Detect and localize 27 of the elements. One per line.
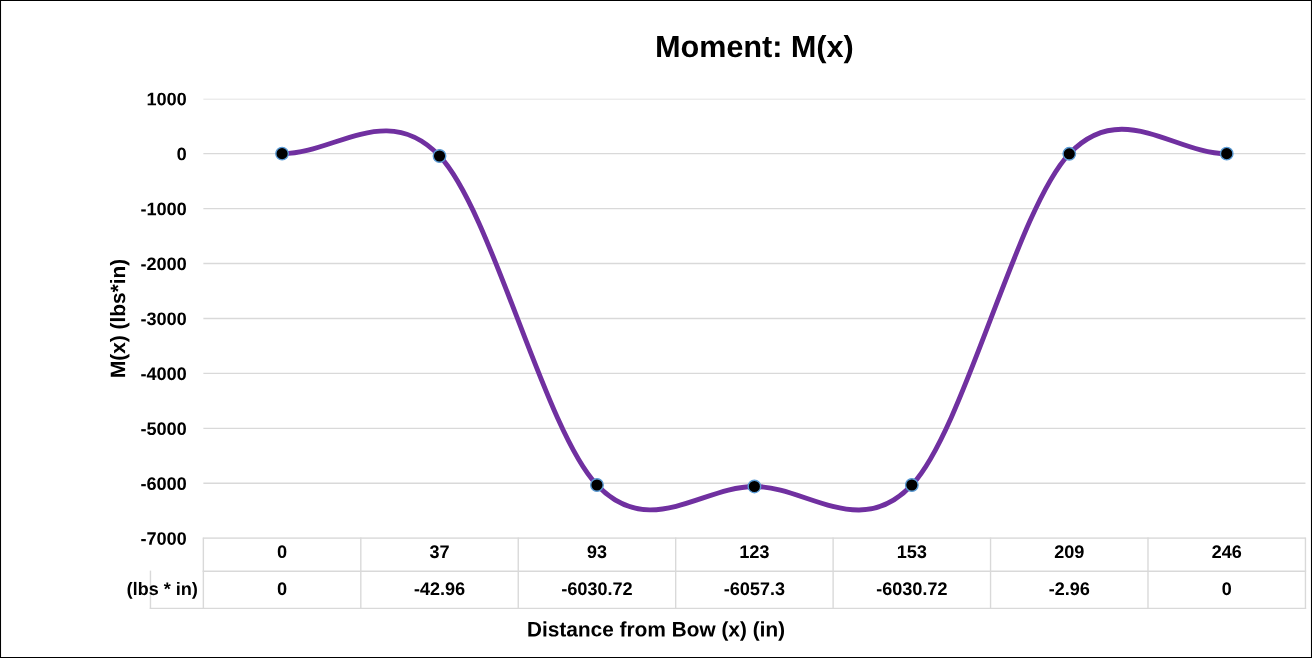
data-label: -42.96	[414, 582, 465, 596]
y-tick-label: 1000	[147, 92, 186, 106]
data-label: -6030.72	[562, 582, 632, 596]
y-tick-label: -5000	[141, 422, 186, 436]
data-label: -6030.72	[876, 582, 947, 596]
text: (lbs * in)	[127, 581, 197, 599]
x-tick-label: 246	[1212, 545, 1242, 559]
data-label: -2.96	[1049, 582, 1090, 596]
x-tick-label: 37	[429, 545, 449, 559]
data-label: 0	[1222, 582, 1231, 596]
y-tick-label: -7000	[141, 532, 186, 545]
data-label: -6057.3	[724, 582, 785, 596]
x-tick-label: 209	[1054, 545, 1084, 559]
y-tick-label: 0	[177, 147, 186, 161]
x-tick-label: 0	[277, 545, 287, 559]
y-tick-label: -1000	[141, 202, 186, 216]
data-label: 0	[277, 582, 287, 596]
y-tick-label: -4000	[141, 367, 186, 381]
x-tick-label: 153	[897, 545, 927, 559]
chart-title: Moment: M(x)	[657, 34, 853, 64]
y-tick-label: -2000	[141, 257, 186, 271]
x-axis-title: Distance from Bow (x) (in)	[528, 621, 785, 641]
y-tick-label: -6000	[141, 477, 186, 491]
x-tick-label: 123	[740, 545, 769, 559]
y-tick-label: -3000	[141, 312, 186, 326]
y-axis-title: M(x) (lbs*in)	[109, 259, 130, 377]
x-tick-label: 93	[587, 545, 607, 559]
